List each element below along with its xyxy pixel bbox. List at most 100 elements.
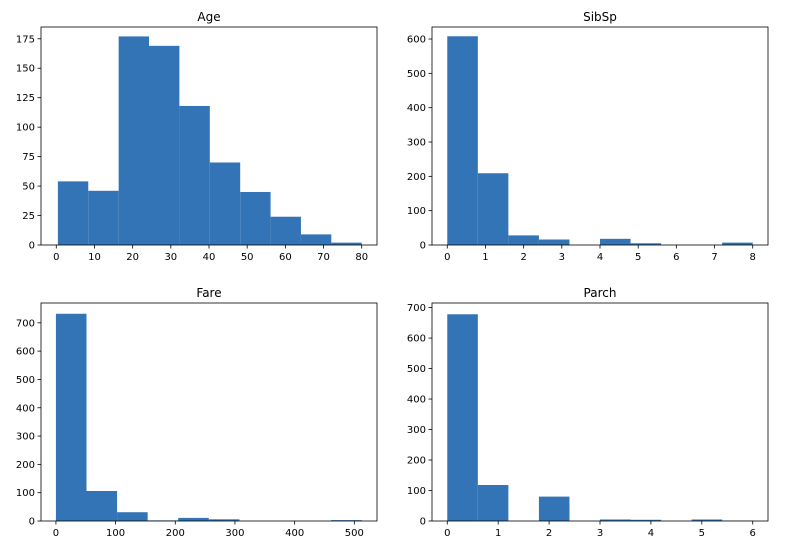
y-tick-label: 400 <box>407 103 426 114</box>
histogram-bar <box>600 238 631 245</box>
histogram-bar <box>477 173 509 245</box>
histogram-bar <box>240 191 271 245</box>
histogram-bar <box>57 181 89 245</box>
histogram-bar <box>447 36 478 245</box>
y-tick-label: 500 <box>16 375 35 386</box>
y-tick-label: 100 <box>407 486 426 497</box>
x-tick-label: 30 <box>164 252 177 263</box>
y-tick-label: 75 <box>22 152 35 163</box>
x-tick-label: 300 <box>225 528 244 539</box>
x-tick-label: 8 <box>750 252 756 263</box>
histogram-bar <box>331 520 362 521</box>
x-tick-label: 5 <box>635 252 641 263</box>
histogram-bar <box>209 162 241 245</box>
histogram-bar <box>179 105 210 245</box>
y-tick-label: 150 <box>16 64 35 75</box>
x-tick-label: 50 <box>241 252 254 263</box>
y-tick-label: 125 <box>16 93 35 104</box>
y-tick-label: 0 <box>29 241 35 252</box>
x-tick-label: 7 <box>711 252 717 263</box>
histogram-bar <box>477 485 509 521</box>
histogram-bar <box>178 517 209 521</box>
subplot-title: Parch <box>584 286 617 300</box>
x-tick-label: 0 <box>444 252 450 263</box>
x-tick-label: 100 <box>106 528 125 539</box>
x-tick-label: 60 <box>279 252 292 263</box>
y-tick-label: 700 <box>407 303 426 314</box>
y-tick-label: 200 <box>407 172 426 183</box>
x-tick-label: 4 <box>648 528 654 539</box>
histogram-bar <box>55 313 87 521</box>
y-tick-label: 500 <box>407 69 426 80</box>
histogram-bar <box>86 490 118 521</box>
histogram-bar <box>88 190 119 245</box>
x-tick-label: 200 <box>166 528 185 539</box>
x-tick-label: 70 <box>317 252 330 263</box>
y-tick-label: 600 <box>407 35 426 46</box>
histogram-bar <box>600 519 631 521</box>
subplot-title: Age <box>197 10 220 24</box>
x-tick-label: 20 <box>126 252 139 263</box>
y-tick-label: 100 <box>16 488 35 499</box>
histogram-bar <box>538 239 570 245</box>
x-tick-label: 4 <box>597 252 603 263</box>
y-tick-label: 0 <box>420 517 426 528</box>
x-tick-label: 0 <box>444 528 450 539</box>
y-tick-label: 300 <box>407 138 426 149</box>
x-tick-label: 40 <box>203 252 216 263</box>
histogram-bar <box>447 314 478 521</box>
y-tick-label: 400 <box>407 395 426 406</box>
y-tick-label: 300 <box>16 432 35 443</box>
y-tick-label: 0 <box>420 241 426 252</box>
subplot-parch-histogram: Parch 0 1 2 3 4 5 6 0 100 200 300 400 500 600 700 <box>407 286 769 539</box>
x-tick-label: 2 <box>546 528 552 539</box>
histogram-bar <box>331 242 362 245</box>
y-tick-label: 100 <box>407 206 426 217</box>
x-tick-label: 2 <box>520 252 526 263</box>
histogram-bar <box>508 235 539 245</box>
y-tick-label: 100 <box>16 123 35 134</box>
x-tick-label: 1 <box>482 252 488 263</box>
y-tick-label: 500 <box>407 364 426 375</box>
y-tick-label: 200 <box>407 456 426 467</box>
subplot-sibsp-histogram: SibSp 0 1 2 3 4 5 6 7 8 0 100 200 300 400 500 600 <box>407 10 769 263</box>
x-tick-label: 1 <box>495 528 501 539</box>
x-tick-label: 0 <box>53 252 59 263</box>
histogram-bar <box>630 243 662 245</box>
histogram-bar <box>208 519 240 521</box>
histogram-bar <box>149 45 180 245</box>
y-tick-label: 50 <box>22 182 35 193</box>
subplot-age-histogram: Age 0 10 20 30 40 50 60 70 80 0 25 50 75 100 125 150 175 <box>16 10 378 263</box>
histogram-bar <box>270 216 301 245</box>
histogram-bar <box>630 519 662 521</box>
x-tick-label: 10 <box>88 252 101 263</box>
x-tick-label: 0 <box>53 528 59 539</box>
x-tick-label: 5 <box>699 528 705 539</box>
histogram-bar <box>538 496 570 521</box>
y-tick-label: 300 <box>407 425 426 436</box>
axes-frame <box>40 302 378 522</box>
subplot-title: SibSp <box>583 10 617 24</box>
x-tick-label: 6 <box>750 528 756 539</box>
y-tick-label: 175 <box>16 34 35 45</box>
y-tick-label: 600 <box>16 347 35 358</box>
x-tick-label: 400 <box>285 528 304 539</box>
y-tick-label: 200 <box>16 460 35 471</box>
x-tick-label: 500 <box>345 528 364 539</box>
histogram-bar <box>722 242 753 245</box>
x-tick-label: 6 <box>673 252 679 263</box>
subplot-fare-histogram: Fare 0 100 200 300 400 500 0 100 200 300 400 500 600… <box>16 286 378 539</box>
histogram-bar <box>117 512 148 521</box>
x-tick-label: 80 <box>355 252 368 263</box>
y-tick-label: 700 <box>16 318 35 329</box>
y-tick-label: 0 <box>29 517 35 528</box>
subplot-title: Fare <box>196 286 221 300</box>
x-tick-label: 3 <box>559 252 565 263</box>
y-tick-label: 25 <box>22 211 35 222</box>
histogram-bar <box>118 36 150 246</box>
histogram-bar <box>691 519 723 521</box>
y-tick-label: 400 <box>16 403 35 414</box>
x-tick-label: 3 <box>597 528 603 539</box>
y-tick-label: 600 <box>407 334 426 345</box>
